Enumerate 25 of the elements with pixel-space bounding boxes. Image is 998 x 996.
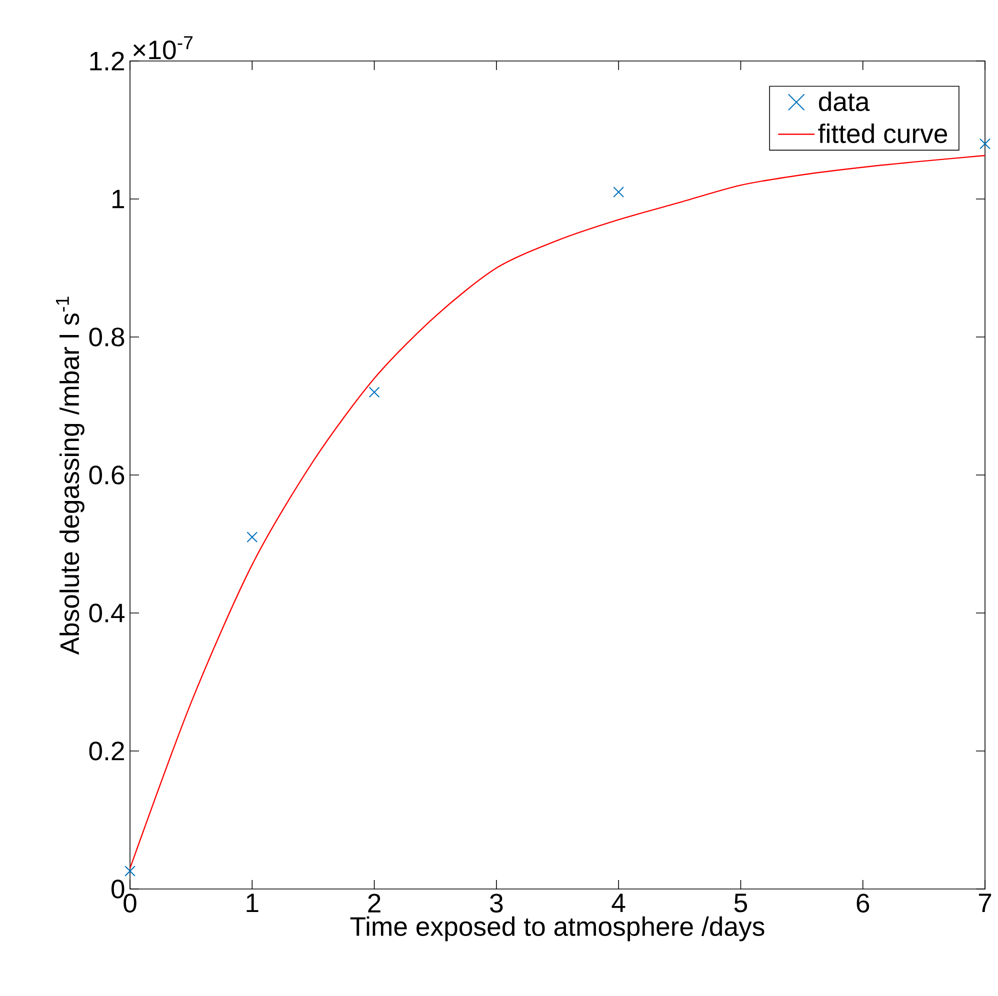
line-series xyxy=(129,154,986,869)
text: ×10$^{-7}$ xyxy=(133,36,193,60)
x-tick-label: 2 xyxy=(368,894,380,912)
x-tick-label: 4 xyxy=(612,894,626,912)
x-tick-label: 7 xyxy=(978,894,992,912)
y-tick-label: 0 xyxy=(112,880,124,898)
x-tick-label: 6 xyxy=(856,894,870,913)
point xyxy=(368,386,380,398)
y-tick-label: 0.2 xyxy=(89,742,124,760)
legend-label: fitted curve xyxy=(818,124,948,144)
point xyxy=(980,138,990,150)
y-tick-label: 0.8 xyxy=(89,328,124,346)
x-axis-title: Time exposed to atmosphere /days xyxy=(350,916,764,942)
x-tick-label: 1 xyxy=(246,894,258,912)
x-tick-label: 3 xyxy=(490,894,503,913)
point xyxy=(613,186,624,198)
y-axis-title: Absolute degassing /mbar l s$^{-1}$ xyxy=(56,296,84,655)
y-tick-label: 1 xyxy=(112,190,124,208)
point xyxy=(124,866,136,877)
y-tick-label: 0.4 xyxy=(89,604,125,622)
point xyxy=(246,532,258,543)
y-tick-label: 0.6 xyxy=(89,466,124,484)
x-tick-label: 5 xyxy=(734,894,748,912)
legend-label: data xyxy=(818,92,870,112)
y-tick-label: 1.2 xyxy=(90,52,124,70)
